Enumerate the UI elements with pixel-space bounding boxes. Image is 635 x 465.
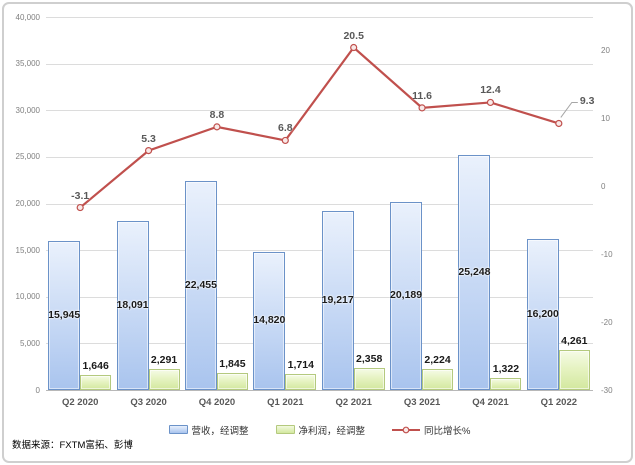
revenue-bar bbox=[321, 210, 354, 390]
gridline bbox=[46, 156, 593, 158]
revenue-bar-value-label: 22,455 bbox=[184, 278, 217, 291]
growth-line-marker bbox=[213, 123, 221, 131]
growth-point-label: -3.1 bbox=[71, 189, 90, 202]
x-axis-category-label: Q1 2021 bbox=[267, 397, 304, 408]
right-axis-tick-label: -20 bbox=[601, 317, 613, 327]
revenue-bar-value-label: 25,248 bbox=[458, 265, 491, 278]
growth-line-marker bbox=[144, 147, 153, 155]
profit-bar bbox=[148, 368, 180, 390]
left-axis-tick-label: 20,000 bbox=[15, 199, 40, 208]
left-axis-tick-label: 10,000 bbox=[15, 292, 40, 302]
growth-line-marker bbox=[350, 43, 358, 52]
legend-item-label: 营收，经调整 bbox=[191, 425, 249, 437]
revenue-bar-value-label: 20,189 bbox=[390, 289, 423, 302]
right-axis-tick-label: 20 bbox=[601, 46, 610, 56]
growth-line-marker bbox=[555, 119, 563, 128]
x-axis-category-label: Q1 2022 bbox=[540, 397, 578, 408]
x-axis-category-label: Q4 2021 bbox=[472, 397, 509, 408]
gridline bbox=[46, 343, 593, 345]
profit-bar-value-label: 4,261 bbox=[561, 335, 588, 348]
revenue-bar bbox=[116, 221, 149, 390]
growth-point-label: 5.3 bbox=[141, 132, 156, 145]
profit-bar-value-label: 2,358 bbox=[356, 353, 383, 365]
profit-bar-value-label: 1,845 bbox=[219, 357, 246, 370]
right-axis-tick-label: -30 bbox=[601, 385, 613, 395]
revenue-legend-swatch bbox=[168, 425, 188, 434]
left-axis-tick-label: 25,000 bbox=[15, 152, 40, 162]
growth-line-marker bbox=[281, 136, 289, 145]
growth-point-label: 9.3 bbox=[579, 95, 595, 108]
revenue-bar bbox=[253, 251, 286, 390]
profit-legend-swatch bbox=[275, 425, 295, 434]
revenue-bar-value-label: 14,820 bbox=[253, 314, 286, 327]
profit-bar bbox=[216, 372, 248, 390]
left-axis-tick-label: 35,000 bbox=[15, 59, 40, 69]
legend-item-label: 净利润，经调整 bbox=[298, 425, 366, 437]
profit-bar-value-label: 2,224 bbox=[424, 354, 451, 367]
profit-bar-value-label: 1,322 bbox=[492, 362, 520, 375]
x-axis-category-label: Q4 2020 bbox=[198, 397, 236, 408]
x-axis-category-label: Q3 2020 bbox=[130, 397, 167, 408]
x-axis-category-label: Q2 2021 bbox=[335, 397, 372, 408]
growth-line-marker bbox=[76, 203, 84, 212]
profit-bar bbox=[490, 377, 522, 390]
profit-bar bbox=[422, 369, 454, 390]
left-axis-tick-label: 15,000 bbox=[15, 245, 40, 255]
gridline bbox=[46, 250, 593, 252]
gridline bbox=[46, 110, 593, 112]
legend: 营收，经调整 净利润，经调整 同比增长% bbox=[46, 421, 593, 438]
left-axis-tick-label: 5,000 bbox=[19, 338, 40, 348]
revenue-bar bbox=[48, 241, 81, 390]
revenue-bar-value-label: 18,091 bbox=[116, 299, 149, 312]
revenue-bar-value-label: 16,200 bbox=[526, 307, 559, 320]
growth-legend-line-icon bbox=[392, 426, 421, 433]
profit-bar bbox=[285, 374, 317, 390]
profit-bar-value-label: 1,714 bbox=[287, 359, 314, 372]
left-axis-tick-label: 0 bbox=[35, 385, 40, 395]
revenue-bar-value-label: 19,217 bbox=[321, 293, 354, 306]
profit-bar bbox=[353, 368, 385, 390]
left-axis-tick-label: 30,000 bbox=[15, 105, 40, 115]
right-axis-tick-label: 10 bbox=[601, 114, 610, 124]
growth-point-label: 20.5 bbox=[343, 29, 364, 42]
gridline bbox=[46, 17, 593, 18]
legend-item-label: 同比增长% bbox=[424, 425, 471, 437]
growth-point-label: 6.8 bbox=[278, 122, 293, 135]
growth-point-label: 11.6 bbox=[412, 89, 432, 102]
growth-line-marker bbox=[486, 98, 495, 107]
right-axis-tick-label: -10 bbox=[601, 249, 613, 259]
left-axis-tick-label: 40,000 bbox=[15, 12, 40, 22]
legend-item: 净利润，经调整 bbox=[275, 423, 366, 437]
profit-bar-value-label: 1,646 bbox=[82, 359, 109, 372]
revenue-bar bbox=[526, 238, 559, 390]
right-axis-tick-label: 0 bbox=[601, 182, 606, 192]
profit-bar-value-label: 2,291 bbox=[150, 353, 178, 366]
profit-bar bbox=[558, 350, 590, 390]
revenue-bar-value-label: 15,945 bbox=[48, 309, 81, 322]
gridline bbox=[46, 390, 593, 391]
legend-item: 营收，经调整 bbox=[168, 423, 249, 437]
revenue-bar bbox=[184, 180, 217, 390]
growth-point-label: 8.8 bbox=[209, 108, 225, 121]
source-note: 数据来源：FXTM富拓、彭博 bbox=[12, 440, 133, 451]
legend-item: 同比增长% bbox=[392, 423, 470, 437]
profit-bar bbox=[80, 374, 112, 390]
growth-point-label: 12.4 bbox=[480, 84, 501, 97]
x-axis-category-label: Q2 2020 bbox=[61, 397, 99, 408]
gridline bbox=[46, 203, 593, 205]
revenue-bar bbox=[390, 201, 423, 390]
gridline bbox=[46, 63, 593, 65]
x-axis-category-label: Q3 2021 bbox=[403, 397, 441, 408]
gridline bbox=[46, 296, 593, 298]
